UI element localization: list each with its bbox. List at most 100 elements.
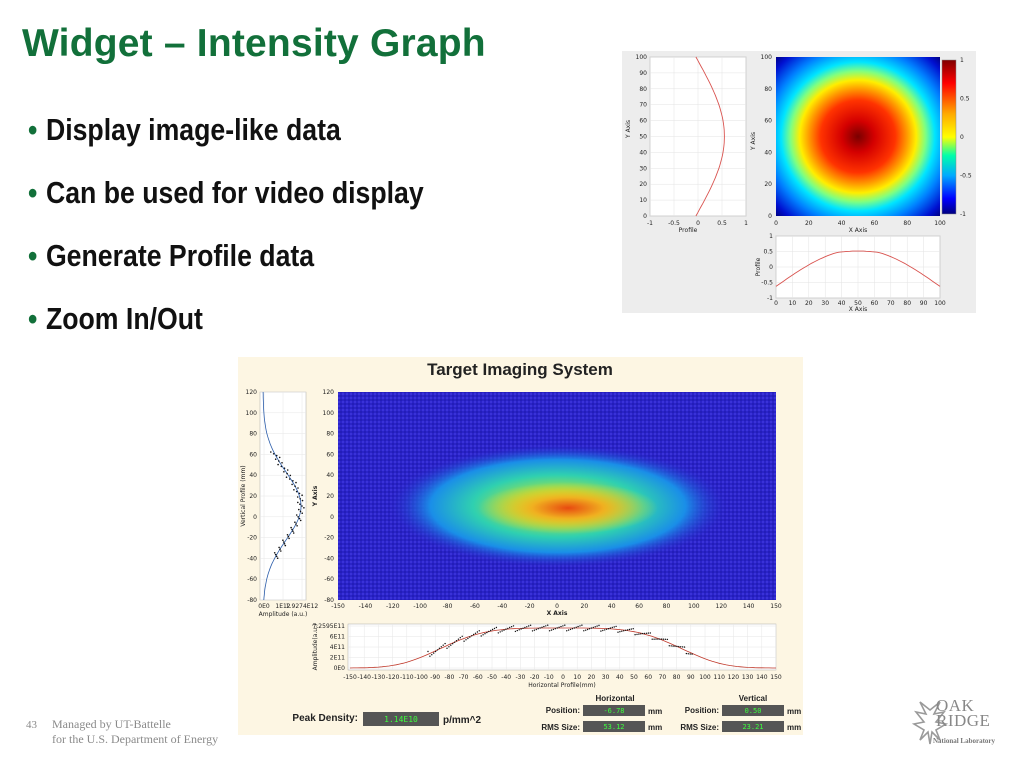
image-ytick: 60 [326,451,334,458]
horizontal-profile-point [431,654,433,656]
y-profile-ytick: 90 [639,70,647,77]
horizontal-profile-point [514,630,517,633]
horizontal-profile-point [659,638,661,640]
horizontal-profile-point [596,625,598,627]
vertical-profile-point [297,516,299,518]
horizontal-profile-point [434,650,437,653]
x-profile-ylabel: Profile [755,257,762,276]
horizontal-profile-point [567,629,570,631]
y-profile-ytick: 70 [639,102,647,109]
vertical-profile-point [294,521,296,523]
horizontal-profile-point [535,628,537,631]
x-profile-ytick: 0 [769,264,773,271]
vertical-profile-ytick: -20 [247,535,257,542]
peak-density-field [363,712,439,726]
horizontal-profile-point [687,653,689,655]
logo-wordmark: OAK RIDGE [936,696,990,729]
horizontal-profile-xtick: -140 [357,674,371,681]
vertical-profile-point [287,535,290,538]
vertical-profile-point [303,507,305,509]
horizontal-profile-point [685,652,688,655]
horizontal-profile-point [636,633,638,636]
horizontal-profile-point [630,628,632,630]
horizontal-profile-point [444,642,446,645]
horizontal-profile-point [541,626,543,628]
horizontal-profile-point [560,625,562,628]
vertical-position-unit: mm [787,707,801,716]
footer-line-1: Managed by UT-Battelle [52,717,171,731]
y-profile-ytick: 20 [639,181,647,188]
vertical-profile-point [299,503,301,505]
target-imaging-graph: Target Imaging System 120100806040200-20… [240,360,801,732]
horizontal-profile-point [501,630,503,632]
vertical-profile-point [297,501,299,504]
horizontal-profile-point [661,638,663,640]
intensity-xtick: 100 [934,220,946,227]
image-ytick: -40 [324,555,334,562]
horizontal-profile-point [505,628,507,630]
colorbar-tick: 0 [960,134,964,141]
horizontal-profile-point [668,645,670,647]
image-ytick: 20 [326,493,334,500]
horizontal-profile-point [457,638,460,640]
horizontal-profile-point [683,646,686,648]
beam-core [478,482,658,534]
vertical-profile-xtick: 0E0 [258,603,270,610]
horizontal-profile-point [438,647,441,649]
horizontal-profile-point [522,627,524,629]
vertical-profile-point [298,508,300,511]
vertical-profile-point [293,489,295,491]
horizontal-profile-xtick: -90 [430,674,440,681]
horizontal-profile-point [666,638,669,641]
y-profile-ytick: 50 [639,134,647,141]
horizontal-profile-point [482,634,484,636]
vertical-profile-point [275,555,278,558]
horizontal-profile-point [429,655,431,657]
horizontal-profile-xtick: 90 [687,674,695,681]
image-ytick: 100 [323,410,335,417]
image-ylabel: Y Axis [312,485,319,507]
target-imaging-title: Target Imaging System [427,360,613,379]
logo-line-1: OAK [936,696,975,715]
vertical-position-label: Position: [685,706,719,715]
vertical-profile-point [277,463,279,466]
horizontal-profile-point [493,627,496,630]
horizontal-profile-point [604,629,606,631]
horizontal-profile-point [655,638,657,640]
horizontal-profile-point [566,630,568,632]
horizontal-profile-point [647,632,650,634]
horizontal-profile-point [649,632,651,634]
horizontal-profile-point [657,638,659,640]
horizontal-profile-point [680,646,682,648]
image-xtick: -140 [359,603,373,610]
vertical-profile-point [285,476,288,478]
vertical-profile-point [290,526,292,529]
intensity-xtick: 60 [871,220,879,227]
vertical-profile-point [301,505,303,507]
vertical-profile-point [295,514,298,516]
horizontal-profile-xtick: -70 [459,674,469,681]
horizontal-profile-point [577,625,579,628]
vertical-profile-ytick: -80 [247,597,257,604]
horizontal-profile-point [598,624,600,627]
horizontal-profile-point [531,630,534,632]
vertical-position-value: 0.50 [745,707,762,715]
horizontal-profile-point [446,647,448,649]
horizontal-profile-xtick: -10 [544,674,554,681]
horizontal-profile-point [609,627,612,629]
x-profile-xlabel: X Axis [849,306,867,313]
vertical-profile-point [288,478,291,480]
horizontal-profile-point [569,628,572,631]
horizontal-profile-point [490,629,492,632]
peak-density-label: Peak Density: [292,713,358,724]
vertical-profile-point [283,467,286,469]
horizontal-profile-point [459,637,461,639]
horizontal-profile-point [516,629,518,632]
horizontal-profile-point [484,633,486,635]
image-ytick: 0 [330,514,334,521]
vertical-profile-point [292,530,294,532]
vertical-profile-point [278,456,281,459]
vertical-profile-point [274,553,277,556]
vertical-profile-ytick: 20 [249,493,257,500]
horizontal-profile-ytick: 4E11 [330,644,345,651]
